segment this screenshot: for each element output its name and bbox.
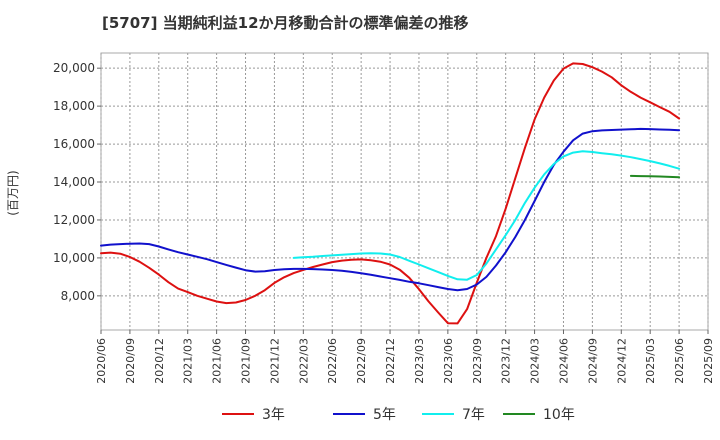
y-tick-label: 16,000 — [53, 137, 95, 151]
legend-label: 3年 — [262, 407, 285, 423]
x-tick-label: 2022/03 — [297, 338, 310, 384]
chart-title: [5707] 当期純利益12か月移動合計の標準偏差の推移 — [102, 14, 469, 32]
series-line-10年 — [629, 174, 681, 179]
x-tick-label: 2020/06 — [95, 338, 108, 384]
x-tick-label: 2022/09 — [355, 338, 368, 384]
x-tick-label: 2024/12 — [615, 338, 628, 384]
x-tick-label: 2021/03 — [182, 338, 195, 384]
x-tick-label: 2025/09 — [702, 338, 715, 384]
y-tick-label: 12,000 — [53, 213, 95, 227]
x-tick-label: 2020/09 — [124, 338, 137, 384]
x-tick-label: 2024/03 — [529, 338, 542, 384]
y-tick-label: 10,000 — [53, 251, 95, 265]
plot-area — [100, 52, 709, 331]
x-tick-label: 2021/12 — [268, 338, 281, 384]
x-tick-label: 2023/12 — [500, 338, 513, 384]
x-tick-label: 2025/06 — [673, 338, 686, 384]
x-tick-label: 2023/06 — [442, 338, 455, 384]
x-tick-label: 2022/06 — [326, 338, 339, 384]
y-tick-label: 18,000 — [53, 99, 95, 113]
x-tick-label: 2022/12 — [384, 338, 397, 384]
x-tick-label: 2024/09 — [586, 338, 599, 384]
series-line-3年 — [100, 62, 681, 325]
x-tick-label: 2021/06 — [211, 338, 224, 384]
x-tick-label: 2020/12 — [153, 338, 166, 384]
x-tick-label: 2021/09 — [240, 338, 253, 384]
y-tick-label: 8,000 — [61, 289, 95, 303]
legend-item: 3年 — [222, 407, 285, 423]
legend-item: 10年 — [503, 407, 575, 423]
legend: 3年 5年 7年 10年 — [222, 407, 575, 423]
legend-label: 5年 — [373, 407, 396, 423]
x-axis: 2020/06 2020/09 2020/12 2021/03 2021/06 2021/… — [95, 330, 715, 384]
series-line-5年 — [100, 127, 681, 292]
y-axis: 8,000 10,000 12,000 14,000 16,000 18,000 20,00… — [53, 61, 101, 303]
legend-label: 7年 — [462, 407, 485, 423]
y-axis-label: (百万円) — [6, 170, 20, 215]
series-line-7年 — [292, 150, 681, 281]
legend-item: 5年 — [333, 407, 396, 423]
legend-label: 10年 — [543, 407, 575, 423]
x-tick-label: 2025/03 — [644, 338, 657, 384]
y-tick-label: 14,000 — [53, 175, 95, 189]
x-tick-label: 2024/06 — [557, 338, 570, 384]
x-tick-label: 2023/03 — [413, 338, 426, 384]
legend-item: 7年 — [422, 407, 485, 423]
series-lines — [100, 62, 681, 325]
x-tick-label: 2023/09 — [471, 338, 484, 384]
y-tick-label: 20,000 — [53, 61, 95, 75]
